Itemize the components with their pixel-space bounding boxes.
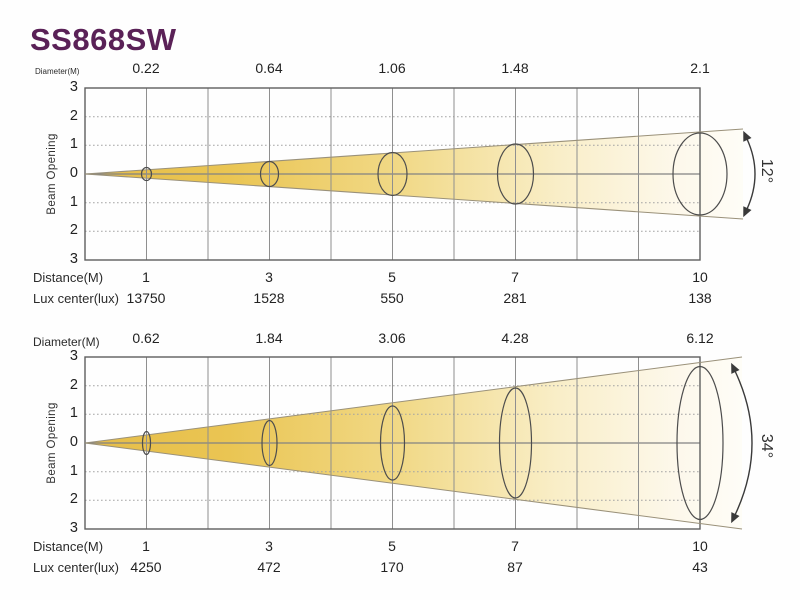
chart2-distance-value: 1 — [142, 538, 150, 554]
chart1-diameter-axis-label: Diameter(M) — [35, 67, 80, 76]
chart1-distance-value: 10 — [692, 269, 708, 285]
chart1-distance-axis-label: Distance(M) — [33, 270, 104, 285]
chart2-ytick: 0 — [69, 434, 78, 450]
chart2-distance-axis-label: Distance(M) — [33, 539, 104, 554]
grid-vertical-lines — [146, 357, 639, 529]
beam-cross-section-ellipses — [140, 132, 728, 216]
chart1-ytick: 2 — [69, 222, 78, 238]
chart2-diameter-value: 4.28 — [501, 330, 529, 346]
chart2-lux-axis-label: Lux center(lux) — [33, 560, 119, 575]
chart2-ytick: 1 — [69, 463, 78, 479]
chart2-ytick: 3 — [69, 520, 78, 536]
chart1-lux-value: 138 — [688, 290, 712, 306]
chart2-ytick: 1 — [69, 405, 78, 421]
chart1-ytick: 0 — [69, 165, 78, 181]
angle-arc — [731, 362, 753, 524]
chart1-lux-axis-label: Lux center(lux) — [33, 291, 119, 306]
chart2-distance-value: 5 — [388, 538, 396, 554]
chart1-ytick: 1 — [69, 194, 78, 210]
chart1-diameter-value: 2.1 — [690, 60, 710, 76]
chart2-diameter-value: 1.84 — [255, 330, 283, 346]
grid-horizontal-lines — [85, 385, 700, 501]
chart2-ytick: 2 — [69, 377, 78, 393]
chart1-ytick: 2 — [69, 108, 78, 124]
chart1-diameter-value: 1.06 — [378, 60, 406, 76]
chart2-diameter-axis-label: Diameter(M) — [33, 335, 100, 349]
chart2-distance-value: 7 — [511, 538, 519, 554]
chart2-lux-value: 4250 — [130, 559, 162, 575]
chart1-distance-value: 3 — [265, 269, 273, 285]
chart2-lux-value: 472 — [257, 559, 281, 575]
chart1-lux-value: 1528 — [253, 290, 285, 306]
grid-vertical-lines — [146, 88, 639, 260]
chart1-beam-opening-label: Beam Opening — [46, 133, 58, 215]
angle-arc — [743, 130, 756, 218]
chart1-ytick: 3 — [69, 79, 78, 95]
chart1-lux-value: 13750 — [126, 290, 166, 306]
chart2-plot — [84, 356, 753, 530]
beam-edge-lines — [84, 356, 743, 530]
chart2-distance-value: 3 — [265, 538, 273, 554]
chart1-distance-value: 1 — [142, 269, 150, 285]
chart1-plot — [84, 87, 756, 261]
chart1-beam-angle: 12° — [758, 158, 775, 184]
chart2-diameter-value: 0.62 — [132, 330, 160, 346]
chart2-lux-value: 87 — [507, 559, 523, 575]
chart1-distance-value: 7 — [511, 269, 519, 285]
chart2-diameter-value: 6.12 — [686, 330, 714, 346]
chart2-lux-value: 170 — [380, 559, 404, 575]
chart1-distance-value: 5 — [388, 269, 396, 285]
chart1-lux-value: 550 — [380, 290, 404, 306]
chart1-lux-value: 281 — [503, 290, 527, 306]
chart2-ytick: 3 — [69, 348, 78, 364]
chart1-ytick: 1 — [69, 136, 78, 152]
chart2-ytick: 2 — [69, 491, 78, 507]
chart2-beam-opening-label: Beam Opening — [46, 402, 58, 484]
chart1-ytick: 3 — [69, 251, 78, 267]
chart2-beam-angle: 34° — [758, 433, 775, 459]
chart2-diameter-value: 3.06 — [378, 330, 406, 346]
beam-edge-lines — [84, 128, 744, 220]
page-title: SS868SW — [30, 22, 177, 57]
chart2-distance-value: 10 — [692, 538, 708, 554]
chart2-lux-value: 43 — [692, 559, 708, 575]
chart1-diameter-value: 0.64 — [255, 60, 283, 76]
chart1-diameter-value: 0.22 — [132, 60, 160, 76]
grid-horizontal-lines — [85, 116, 700, 232]
chart1-diameter-value: 1.48 — [501, 60, 529, 76]
beam-cross-section-ellipses — [141, 365, 724, 521]
